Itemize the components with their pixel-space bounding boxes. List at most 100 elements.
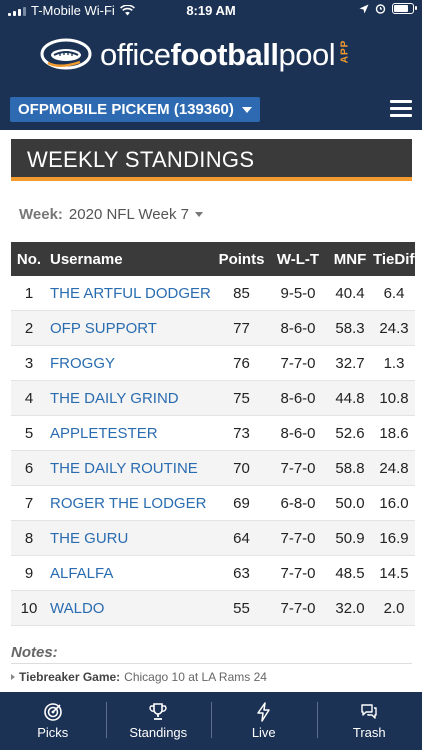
top-header: T-Mobile Wi-Fi 8:19 AM officefootballpoo… [0,0,422,130]
tab-standings[interactable]: Standings [105,692,212,750]
table-header-row: No. Username Points W-L-T MNF TieDiff [11,242,415,276]
table-row: 4 THE DAILY GRIND 75 8-6-0 44.8 10.8 [11,380,415,416]
points-cell: 73 [214,415,269,451]
points-cell: 55 [214,590,269,626]
table-row: 3 FROGGY 76 7-7-0 32.7 1.3 [11,345,415,381]
points-cell: 75 [214,380,269,416]
points-cell: 69 [214,485,269,521]
rank-cell: 7 [11,485,47,521]
rank-cell: 5 [11,415,47,451]
tab-trash[interactable]: Trash [316,692,422,750]
wlt-cell: 8-6-0 [269,310,327,346]
rank-cell: 1 [11,276,47,311]
wlt-cell: 9-5-0 [269,276,327,311]
rank-cell: 4 [11,380,47,416]
mnf-cell: 50.0 [327,485,373,521]
pool-selector-dropdown[interactable]: OFPMOBILE PICKEM (139360) [10,97,260,122]
mnf-cell: 32.0 [327,590,373,626]
username-link[interactable]: FROGGY [47,345,214,381]
header-tiediff[interactable]: TieDiff [373,242,415,276]
football-logo-icon [40,38,92,70]
logo-text-pool: pool [278,36,336,72]
tab-label: Trash [352,725,386,740]
tiebreaker-line: Tiebreaker Game: Chicago 10 at LA Rams 2… [11,670,267,684]
tab-live[interactable]: Live [211,692,317,750]
username-link[interactable]: ROGER THE LODGER [47,485,214,521]
mnf-cell: 50.9 [327,520,373,556]
mnf-cell: 58.3 [327,310,373,346]
username-link[interactable]: THE DAILY GRIND [47,380,214,416]
mnf-cell: 32.7 [327,345,373,381]
mnf-cell: 52.6 [327,415,373,451]
tiediff-cell: 16.0 [373,485,415,521]
tiebreaker-value: Chicago 10 at LA Rams 24 [124,670,267,684]
username-link[interactable]: ALFALFA [47,555,214,591]
points-cell: 77 [214,310,269,346]
rank-cell: 6 [11,450,47,486]
tiediff-cell: 18.6 [373,415,415,451]
wlt-cell: 7-7-0 [269,345,327,381]
header-mnf[interactable]: MNF [327,242,373,276]
points-cell: 70 [214,450,269,486]
pool-selector-label: OFPMOBILE PICKEM (139360) [18,101,234,118]
table-row: 6 THE DAILY ROUTINE 70 7-7-0 58.8 24.8 [11,450,415,486]
rank-cell: 8 [11,520,47,556]
tab-label: Picks [37,725,69,740]
tab-picks[interactable]: Picks [0,692,106,750]
username-link[interactable]: OFP SUPPORT [47,310,214,346]
table-row: 5 APPLETESTER 73 8-6-0 52.6 18.6 [11,415,415,451]
tab-label: Standings [129,725,188,740]
logo-text-football: football [170,36,279,72]
wlt-cell: 7-7-0 [269,555,327,591]
mnf-cell: 40.4 [327,276,373,311]
header-wlt[interactable]: W-L-T [269,242,327,276]
logo-badge: APP [339,39,351,63]
tiediff-cell: 6.4 [373,276,415,311]
target-icon [43,703,62,721]
header-points[interactable]: Points [214,242,269,276]
battery-icon [392,3,417,14]
header-username[interactable]: Username [47,242,214,276]
week-value: 2020 NFL Week 7 [68,206,189,223]
lightning-icon [257,702,270,722]
tiediff-cell: 2.0 [373,590,415,626]
chevron-down-icon [195,212,203,217]
username-link[interactable]: THE GURU [47,520,214,556]
points-cell: 76 [214,345,269,381]
trophy-icon [149,703,167,720]
header-no[interactable]: No. [11,242,47,276]
tiediff-cell: 24.3 [373,310,415,346]
tiediff-cell: 14.5 [373,555,415,591]
table-row: 1 THE ARTFUL DODGER 85 9-5-0 40.4 6.4 [11,276,415,311]
rank-cell: 3 [11,345,47,381]
username-link[interactable]: THE ARTFUL DODGER [47,276,214,311]
table-row: 10 WALDO 55 7-7-0 32.0 2.0 [11,590,415,626]
wlt-cell: 7-7-0 [269,590,327,626]
table-row: 7 ROGER THE LODGER 69 6-8-0 50.0 16.0 [11,485,415,521]
table-row: 2 OFP SUPPORT 77 8-6-0 58.3 24.3 [11,310,415,346]
points-cell: 64 [214,520,269,556]
points-cell: 85 [214,276,269,311]
mnf-cell: 48.5 [327,555,373,591]
rank-cell: 2 [11,310,47,346]
mnf-cell: 58.8 [327,450,373,486]
notes-heading: Notes: [11,644,58,661]
wlt-cell: 8-6-0 [269,380,327,416]
wlt-cell: 8-6-0 [269,415,327,451]
username-link[interactable]: APPLETESTER [47,415,214,451]
app-logo: officefootballpool APP [40,34,357,74]
hamburger-menu-button[interactable] [390,100,412,118]
logo-text-office: office [100,36,171,72]
username-link[interactable]: WALDO [47,590,214,626]
points-cell: 63 [214,555,269,591]
week-selector[interactable]: Week: 2020 NFL Week 7 [19,206,203,223]
table-row: 9 ALFALFA 63 7-7-0 48.5 14.5 [11,555,415,591]
username-link[interactable]: THE DAILY ROUTINE [47,450,214,486]
status-bar: T-Mobile Wi-Fi 8:19 AM [0,0,422,22]
carrier-label: T-Mobile Wi-Fi [31,3,115,18]
mnf-cell: 44.8 [327,380,373,416]
chat-icon [361,704,377,719]
bottom-tab-bar: Picks Standings Live Trash [0,692,422,750]
wifi-icon [119,5,135,16]
tiediff-cell: 24.8 [373,450,415,486]
